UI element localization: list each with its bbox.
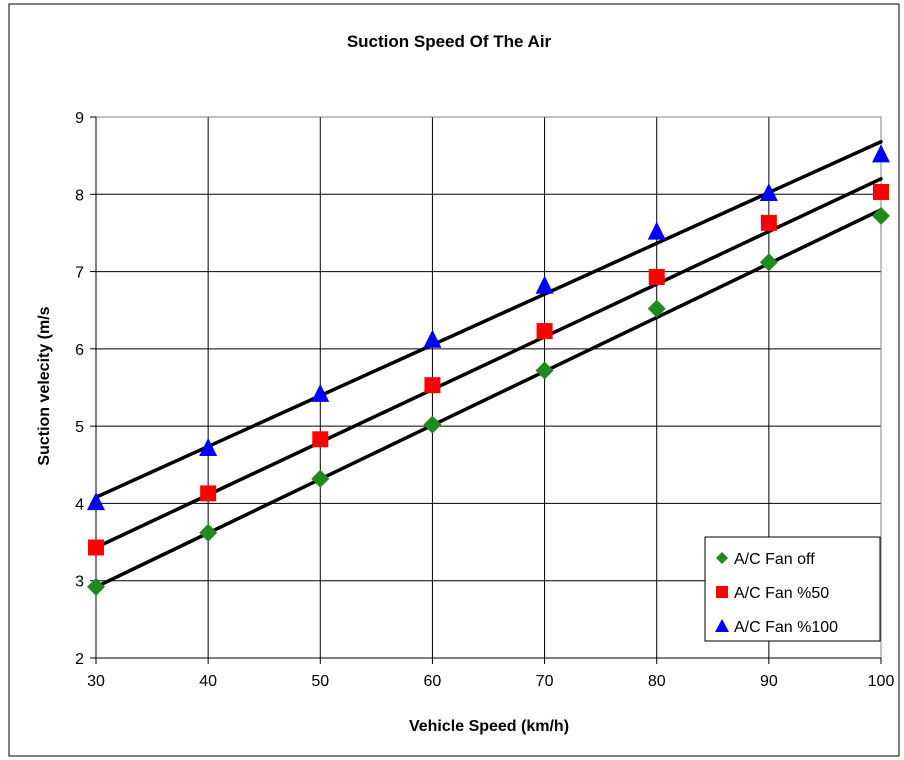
x-tick-label: 30 [87, 673, 105, 690]
data-point-diamond [872, 206, 890, 225]
data-point-diamond [87, 577, 105, 596]
y-axis-label: Suction velecity (m/s [36, 306, 53, 465]
y-tick-label: 5 [75, 419, 84, 436]
x-tick-label: 40 [199, 673, 217, 690]
data-point-diamond [199, 523, 218, 542]
y-tick-label: 8 [75, 187, 84, 204]
x-tick-label: 90 [760, 673, 778, 690]
data-point-diamond [759, 253, 778, 272]
legend-marker-triangle [715, 619, 729, 632]
data-point-triangle [199, 438, 218, 457]
x-tick-label: 100 [868, 673, 895, 690]
legend: A/C Fan off A/C Fan %50 A/C Fan %100 [704, 536, 881, 642]
data-point-diamond [535, 361, 554, 380]
trendlines [94, 139, 883, 589]
data-point-diamond [647, 299, 666, 318]
axes: 2 3 4 5 6 7 8 9 30 40 50 60 70 80 90 100 [75, 110, 894, 690]
data-point-triangle [872, 144, 890, 163]
legend-box [704, 536, 881, 642]
data-point-square [424, 377, 441, 394]
data-point-square [536, 323, 553, 340]
x-axis-label: Vehicle Speed (km/h) [409, 718, 569, 735]
data-markers [87, 144, 890, 596]
legend-label: A/C Fan %50 [734, 585, 829, 602]
data-point-square [312, 431, 329, 448]
trendline-diamond [94, 207, 883, 589]
y-tick-label: 7 [75, 265, 84, 282]
trendline-triangle [94, 139, 883, 499]
data-point-square [873, 183, 889, 200]
data-point-triangle [311, 383, 330, 402]
data-point-square [200, 485, 217, 502]
data-point-square [88, 539, 104, 556]
data-point-diamond [423, 415, 442, 434]
data-point-triangle [759, 182, 778, 201]
data-point-triangle [647, 221, 666, 240]
y-tick-label: 4 [75, 496, 84, 513]
legend-marker-square [716, 586, 728, 598]
data-point-square [760, 214, 777, 231]
legend-label: A/C Fan %100 [734, 619, 838, 636]
y-tick-label: 9 [75, 110, 84, 127]
x-tick-label: 80 [648, 673, 666, 690]
data-point-diamond [311, 469, 330, 488]
chart-title: Suction Speed Of The Air [347, 32, 552, 51]
x-tick-label: 50 [311, 673, 329, 690]
data-point-triangle [87, 492, 105, 511]
data-point-square [648, 268, 665, 285]
y-tick-label: 2 [75, 651, 84, 668]
x-tick-label: 70 [536, 673, 554, 690]
y-tick-label: 3 [75, 574, 84, 591]
x-tick-label: 60 [424, 673, 442, 690]
data-point-triangle [423, 329, 442, 348]
legend-marker-diamond [716, 552, 728, 564]
legend-label: A/C Fan off [734, 551, 815, 568]
y-tick-label: 6 [75, 342, 84, 359]
data-point-triangle [535, 275, 554, 294]
trendline-square [94, 177, 883, 550]
